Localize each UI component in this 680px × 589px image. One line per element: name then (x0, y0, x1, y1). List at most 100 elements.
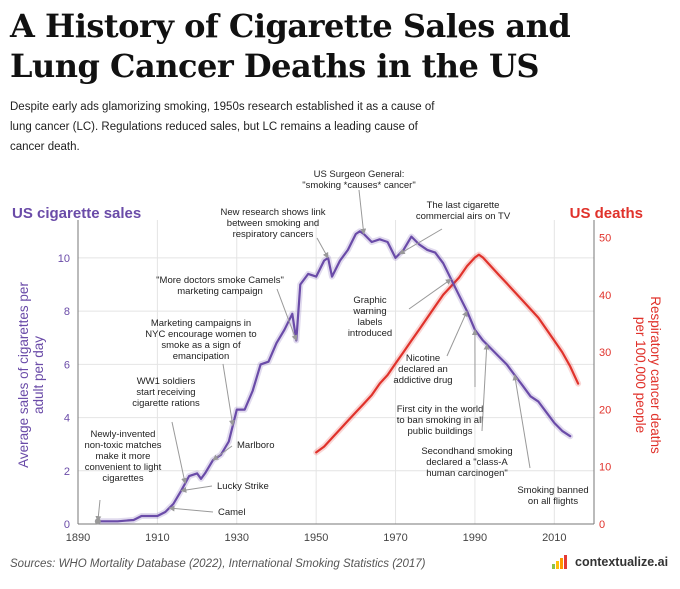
annotation-text: Marlboro (237, 440, 275, 451)
annotation-line: Marketing campaigns in (151, 318, 251, 329)
x-tick-label: 1950 (304, 532, 328, 544)
annotation-line: Smoking banned (517, 485, 588, 496)
annotation-text: WW1 soldiers start receiving cigarette rat… (132, 376, 200, 409)
annotation-arrow (408, 278, 452, 310)
annotation-line: addictive drug (393, 375, 452, 386)
annotation-arrow (95, 499, 102, 523)
y2-axis-label: Respiratory cancer deathsper 100,000 peo… (633, 296, 663, 454)
annotation-arrow (446, 310, 468, 357)
y-tick-label: 6 (64, 359, 70, 371)
annotation-line: declared an (398, 364, 448, 375)
y2-tick-label: 0 (599, 519, 605, 531)
annotation-line: introduced (348, 328, 392, 339)
annotation-text: First city in the world to ban smoking in… (397, 404, 484, 437)
annotation-ww1: WW1 soldiers start receiving cigarette rat… (132, 376, 200, 485)
sources-note: Sources: WHO Mortality Database (2022), … (10, 558, 426, 570)
bar-chart-logo-icon (552, 555, 567, 569)
annotation-text: Smoking banned on all flights (517, 485, 588, 507)
annotation-line: Secondhand smoking (421, 446, 512, 457)
annotation-arrow (171, 421, 188, 485)
annotation-arrow (358, 189, 367, 235)
annotation-line: declared a "class-A (426, 457, 508, 468)
annotation-arrow (180, 485, 213, 493)
annotation-line: marketing campaign (177, 286, 263, 297)
annotation-line: public buildings (408, 426, 473, 437)
chart-annotations: Newly-invented non-toxic matches make it m… (84, 169, 589, 523)
annotation-line: non-toxic matches (84, 440, 161, 451)
annotation-line: human carcinogen" (426, 468, 508, 479)
annotation-text: US Surgeon General: "smoking *causes* can… (302, 169, 415, 191)
x-tick-label: 1890 (66, 532, 90, 544)
y2-tick-label: 40 (599, 290, 611, 302)
annotation-line: warning (352, 306, 386, 317)
annotation-text: New research shows link between smoking a… (220, 207, 325, 240)
annotation-line: make it more (96, 451, 151, 462)
annotation-camel: Camel (168, 505, 245, 518)
chart-series (94, 228, 582, 525)
annotation-line: First city in the world (397, 404, 484, 415)
chart: 1890 1910 1930 1950 1970 1990 2010 0 2 4 6 8 10 0 10 20… (12, 169, 663, 544)
annotation-arrow (222, 363, 235, 427)
annotation-text: Newly-invented non-toxic matches make it m… (84, 429, 161, 484)
sales-series-line (96, 230, 572, 523)
annotation-flights: Smoking banned on all flights (512, 374, 589, 507)
annotation-text: Graphic warning labels introduced (348, 295, 392, 339)
annotation-labels: Graphic warning labels introduced (348, 278, 452, 339)
annotation-line: labels (358, 317, 383, 328)
annotation-line: Camel (218, 507, 245, 518)
y2-tick-label: 20 (599, 404, 611, 416)
y2-tick-label: 50 (599, 232, 611, 244)
annotation-line: respiratory cancers (233, 229, 314, 240)
right-axis-title: US deaths (570, 205, 643, 222)
chart-axes: 1890 1910 1930 1950 1970 1990 2010 0 2 4 6 8 10 0 10 20… (12, 205, 663, 544)
x-tick-label: 1990 (463, 532, 487, 544)
y2-axis-label-line: per 100,000 people (633, 317, 648, 433)
annotation-surgeon: US Surgeon General: "smoking *causes* can… (302, 169, 416, 235)
annotation-line: cigarette rations (132, 398, 200, 409)
annotation-nyc: Marketing campaigns in NYC encourage wome… (145, 318, 257, 427)
chart-gridlines (77, 220, 594, 525)
subtitle: Despite early ads glamorizing smoking, 1… (10, 101, 435, 153)
left-axis-title: US cigarette sales (12, 205, 141, 222)
annotation-city: First city in the world to ban smoking in… (397, 329, 484, 437)
annotation-line: Graphic (353, 295, 387, 306)
annotation-line: commercial airs on TV (416, 211, 511, 222)
brand-name: contextualize.ai (575, 555, 669, 569)
annotation-line: start receiving (136, 387, 195, 398)
y-axis-label: Average sales of cigarettes peradult per… (16, 282, 46, 468)
annotation-line: NYC encourage women to (145, 329, 256, 340)
annotation-nicotine: Nicotine declared an addictive drug (393, 310, 468, 386)
annotation-text: Nicotine declared an addictive drug (393, 353, 452, 386)
annotation-line: WW1 soldiers (137, 376, 196, 387)
annotation-text: The last cigarette commercial airs on TV (416, 200, 511, 222)
x-tick-label: 1910 (145, 532, 169, 544)
annotation-line: US Surgeon General: (314, 169, 405, 180)
deaths-series-line (315, 253, 580, 454)
x-tick-label: 1930 (225, 532, 249, 544)
annotation-line: The last cigarette (427, 200, 500, 211)
annotation-arrow (512, 374, 531, 469)
y-tick-label: 10 (58, 253, 70, 265)
brand[interactable]: contextualize.ai (551, 554, 668, 570)
annotation-marlboro: Marlboro (212, 440, 275, 461)
annotation-line: on all flights (528, 496, 578, 507)
annotation-line: between smoking and (227, 218, 319, 229)
annotation-arrow (398, 228, 443, 255)
y-axis-label-line: adult per day (31, 336, 46, 414)
x-tick-label: 1970 (383, 532, 407, 544)
annotation-line: Marlboro (237, 440, 275, 451)
title-line-2: Lung Cancer Deaths in the US (10, 47, 540, 85)
annotation-line: smoke as a sign of (161, 340, 241, 351)
annotation-arrow (168, 505, 214, 513)
annotation-matches: Newly-invented non-toxic matches make it m… (84, 429, 162, 523)
y2-tick-label: 30 (599, 347, 611, 359)
annotation-text: Camel (218, 507, 245, 518)
y-tick-label: 4 (64, 413, 70, 425)
y-axis-label-line: Average sales of cigarettes per (16, 282, 31, 468)
annotation-line: emancipation (173, 351, 230, 362)
annotation-line: convenient to light (85, 462, 162, 473)
title-line-1: A History of Cigarette Sales and (10, 7, 571, 45)
y-tick-label: 2 (64, 466, 70, 478)
annotation-line: Nicotine (406, 353, 440, 364)
annotation-line: New research shows link (220, 207, 325, 218)
